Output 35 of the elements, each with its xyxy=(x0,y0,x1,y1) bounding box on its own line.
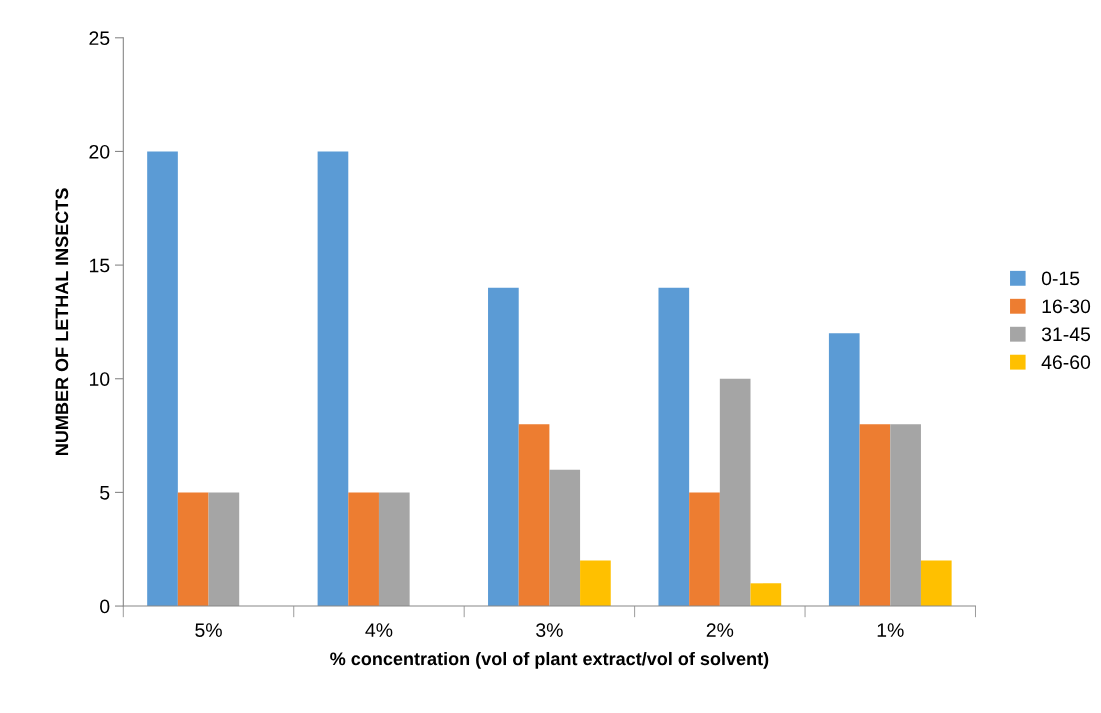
legend-label: 31-45 xyxy=(1041,327,1091,342)
y-axis-title: NUMBER OF LETHAL INSECTS xyxy=(55,188,69,455)
legend-label: 16-30 xyxy=(1042,299,1091,314)
bar xyxy=(147,151,178,607)
bar xyxy=(348,492,379,607)
x-tick-label: 4% xyxy=(365,623,393,637)
bar xyxy=(177,492,209,607)
bar xyxy=(890,424,921,607)
bar xyxy=(488,287,519,607)
bar xyxy=(580,560,611,607)
y-tick-label: 5 xyxy=(100,486,110,500)
legend-label: 0-15 xyxy=(1041,271,1080,286)
bar xyxy=(518,424,550,607)
bar xyxy=(828,333,860,607)
y-tick-label: 25 xyxy=(89,31,110,46)
bar xyxy=(317,151,349,607)
bar xyxy=(719,378,751,607)
bar xyxy=(208,492,240,607)
bar xyxy=(750,583,782,607)
y-tick-label: 20 xyxy=(89,144,110,159)
x-tick-label: 1% xyxy=(877,623,904,637)
bar xyxy=(920,560,952,607)
bar xyxy=(689,492,720,607)
x-tick-label: 5% xyxy=(195,623,222,637)
y-tick-label: 15 xyxy=(89,258,110,273)
bar xyxy=(549,469,581,607)
bar xyxy=(658,287,690,607)
legend-label: 46-60 xyxy=(1041,355,1091,370)
x-axis-title: % concentration (vol of plant extract/vol of solvent) xyxy=(330,651,769,669)
y-tick-label: 10 xyxy=(89,372,110,386)
x-tick-label: 2% xyxy=(706,623,734,637)
x-tick-label: 3% xyxy=(536,623,563,637)
y-tick-label: 0 xyxy=(100,599,110,614)
bar xyxy=(378,492,410,607)
bar xyxy=(859,424,891,607)
